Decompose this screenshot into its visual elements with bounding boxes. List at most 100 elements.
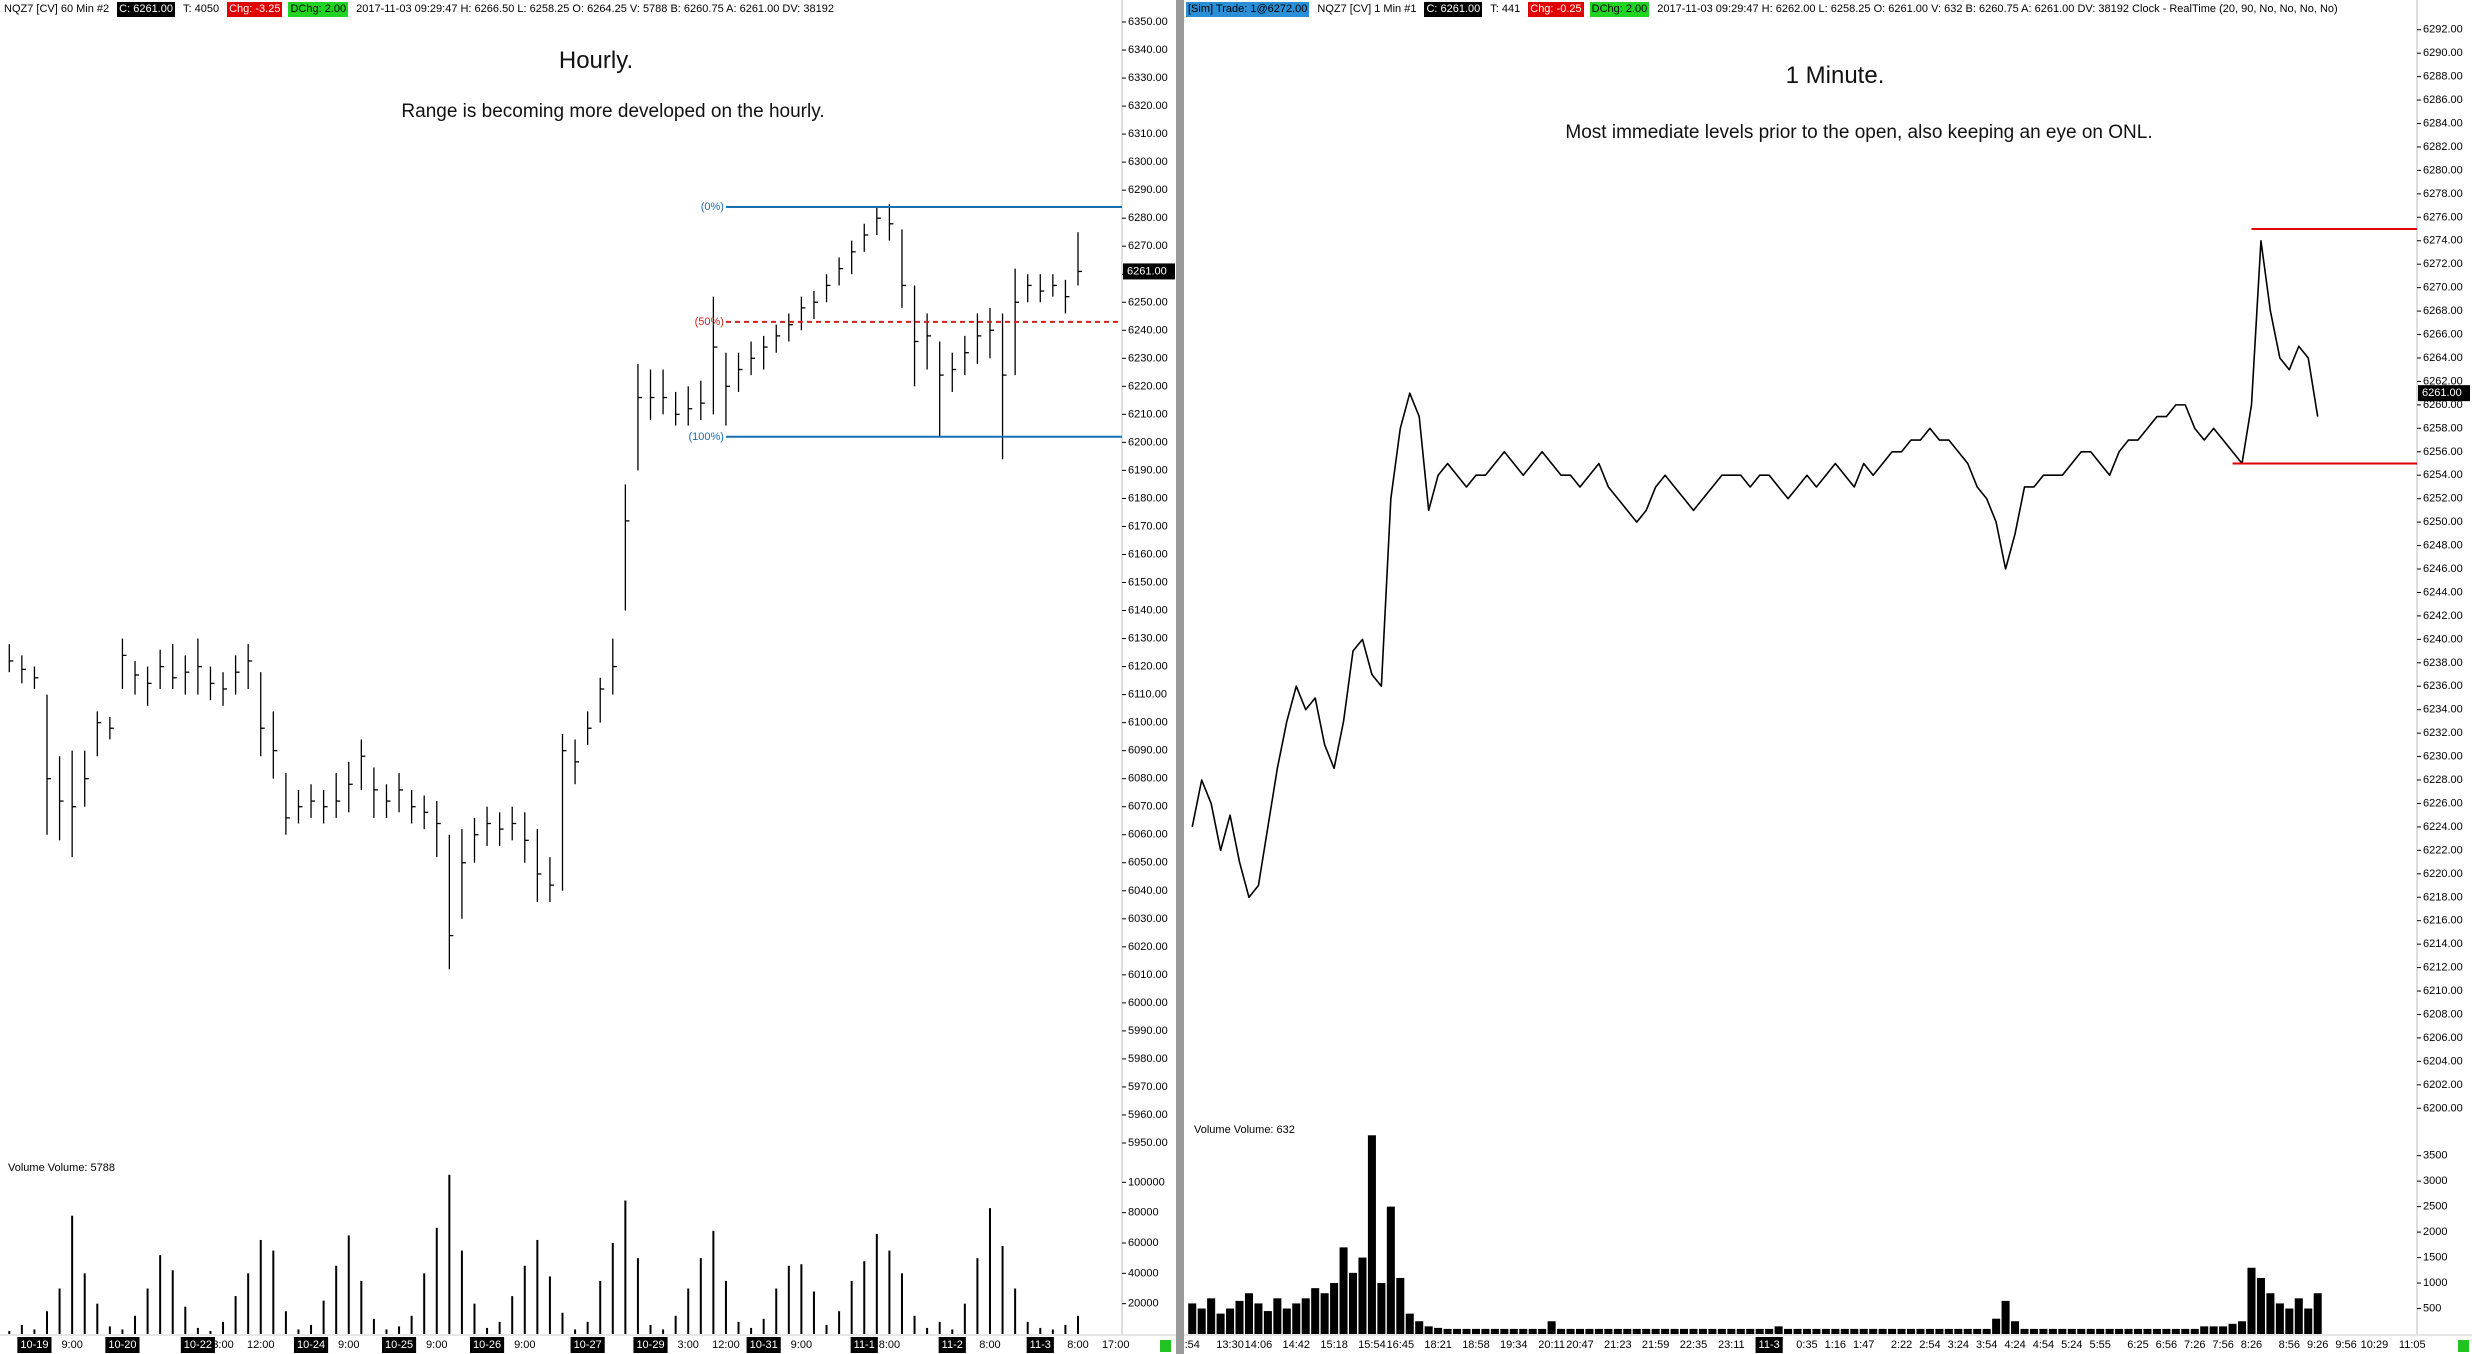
x-tick-label: 11:05 xyxy=(2399,1339,2426,1351)
y-tick-label: 6190.00 xyxy=(1128,464,1168,476)
volume-bar xyxy=(71,1215,74,1334)
volume-bar xyxy=(1793,1328,1802,1334)
x-tick-label: 11-3 xyxy=(1759,1339,1780,1351)
y-tick-label: 6216.00 xyxy=(2423,915,2463,927)
volume-bar xyxy=(850,1280,853,1334)
y-tick-label: 6230.00 xyxy=(2423,751,2463,763)
volume-bar xyxy=(574,1329,577,1334)
x-tick-label: 21:23 xyxy=(1604,1339,1632,1351)
price-line xyxy=(1191,239,2319,899)
volume-bar xyxy=(1405,1313,1414,1334)
x-tick-label: 9:00 xyxy=(791,1339,812,1351)
quote-info: 2017-11-03 09:29:47 H: 6262.00 L: 6258.2… xyxy=(1657,3,2338,15)
x-date-box xyxy=(381,1337,417,1353)
volume-bar xyxy=(1320,1293,1329,1334)
y-tick-label: 6272.00 xyxy=(2423,258,2463,270)
volume-bar xyxy=(1519,1328,1528,1334)
volume-bar xyxy=(1661,1328,1670,1334)
y-tick-label: 6120.00 xyxy=(1128,661,1168,673)
volume-bar xyxy=(1585,1328,1594,1334)
y-tick-label: 6200.00 xyxy=(2423,1102,2463,1114)
volume-bar xyxy=(1207,1298,1216,1334)
x-tick-label: 17:00 xyxy=(1102,1339,1130,1351)
volume-bar xyxy=(222,1321,225,1334)
x-date-box xyxy=(180,1337,215,1353)
volume-bar xyxy=(1358,1257,1367,1334)
volume-bar xyxy=(938,1321,941,1334)
volume-bar xyxy=(121,1329,124,1334)
volume-bar xyxy=(2133,1328,2143,1334)
y-tick-label: 6274.00 xyxy=(2423,235,2463,247)
y-tick-label: 6350.00 xyxy=(1128,16,1168,28)
volume-bar xyxy=(1708,1328,1717,1334)
volume-bar xyxy=(1651,1328,1660,1334)
y-tick-label: 5990.00 xyxy=(1128,1025,1168,1037)
volume-bar xyxy=(2171,1328,2180,1334)
y-tick-label: 6010.00 xyxy=(1128,969,1168,981)
volume-bar xyxy=(1575,1328,1585,1334)
volume-bar xyxy=(20,1324,23,1334)
volume-bar xyxy=(2219,1326,2228,1334)
volume-bar xyxy=(473,1303,476,1334)
y-tick-label: 6224.00 xyxy=(2423,821,2463,833)
y-tick-label: 6208.00 xyxy=(2423,1008,2463,1020)
y-tick-label: 1000 xyxy=(2423,1277,2447,1289)
volume-bar xyxy=(1613,1328,1622,1334)
tick-count: T: 441 xyxy=(1490,3,1521,15)
x-tick-label: 9:00 xyxy=(426,1339,447,1351)
volume-bar xyxy=(561,1312,564,1334)
volume-bar xyxy=(863,1261,866,1334)
x-tick-label: 4:54 xyxy=(2033,1339,2054,1351)
volume-bar xyxy=(1869,1328,1878,1334)
y-tick-label: 6232.00 xyxy=(2423,727,2463,739)
volume-bar xyxy=(750,1327,753,1334)
x-tick-label: 11-3 xyxy=(1030,1339,1051,1351)
x-tick-label: 9:26 xyxy=(2307,1339,2328,1351)
x-date-box xyxy=(746,1337,781,1353)
y-tick-label: 6250.00 xyxy=(1128,296,1168,308)
symbol: NQZ7 [CV] 60 Min #2 xyxy=(4,3,110,15)
volume-bar xyxy=(2190,1328,2199,1334)
y-tick-label: 20000 xyxy=(1128,1298,1159,1310)
volume-bar xyxy=(1963,1328,1972,1334)
y-tick-label: 6210.00 xyxy=(2423,985,2463,997)
volume-bar xyxy=(511,1296,514,1334)
chart-title: Hourly. xyxy=(558,47,634,74)
volume-bar xyxy=(1604,1328,1613,1334)
volume-bar xyxy=(272,1250,275,1334)
y-tick-label: 6270.00 xyxy=(2423,282,2463,294)
volume-bar xyxy=(234,1296,237,1334)
x-tick-label: 10-20 xyxy=(108,1339,136,1351)
x-tick-label: 21:59 xyxy=(1642,1339,1670,1351)
volume-bar xyxy=(624,1200,627,1334)
volume-bar xyxy=(1500,1328,1509,1334)
y-tick-label: 100000 xyxy=(1128,1176,1165,1188)
y-tick-label: 6300.00 xyxy=(1128,156,1168,168)
last-price-label: 6261.00 xyxy=(2422,387,2462,399)
volume-bar xyxy=(649,1324,652,1334)
volume-bar xyxy=(1765,1328,1774,1334)
volume-bar xyxy=(1367,1135,1376,1334)
volume-bar xyxy=(259,1239,262,1334)
volume-bar xyxy=(2143,1328,2152,1334)
volume-bar xyxy=(2096,1328,2105,1334)
volume-bar xyxy=(1897,1328,1906,1334)
x-tick-label: 10-29 xyxy=(636,1339,664,1351)
y-tick-label: 6292.00 xyxy=(2423,24,2463,36)
volume-bar xyxy=(1386,1206,1395,1334)
y-tick-label: 6282.00 xyxy=(2423,141,2463,153)
volume-bar xyxy=(875,1233,878,1334)
volume-bar xyxy=(2294,1298,2303,1334)
day-change: DChg: 2.00 xyxy=(288,2,349,17)
y-tick-label: 6262.00 xyxy=(2423,375,2463,387)
y-tick-label: 6214.00 xyxy=(2423,938,2463,950)
x-tick-label: 0:35 xyxy=(1796,1339,1817,1351)
volume-bar xyxy=(310,1324,313,1334)
volume-bar xyxy=(1292,1303,1301,1334)
volume-bar xyxy=(448,1174,451,1334)
volume-bar xyxy=(662,1329,665,1334)
y-tick-label: 6260.00 xyxy=(2423,399,2463,411)
y-tick-label: 6248.00 xyxy=(2423,540,2463,552)
volume-bar xyxy=(1840,1328,1849,1334)
